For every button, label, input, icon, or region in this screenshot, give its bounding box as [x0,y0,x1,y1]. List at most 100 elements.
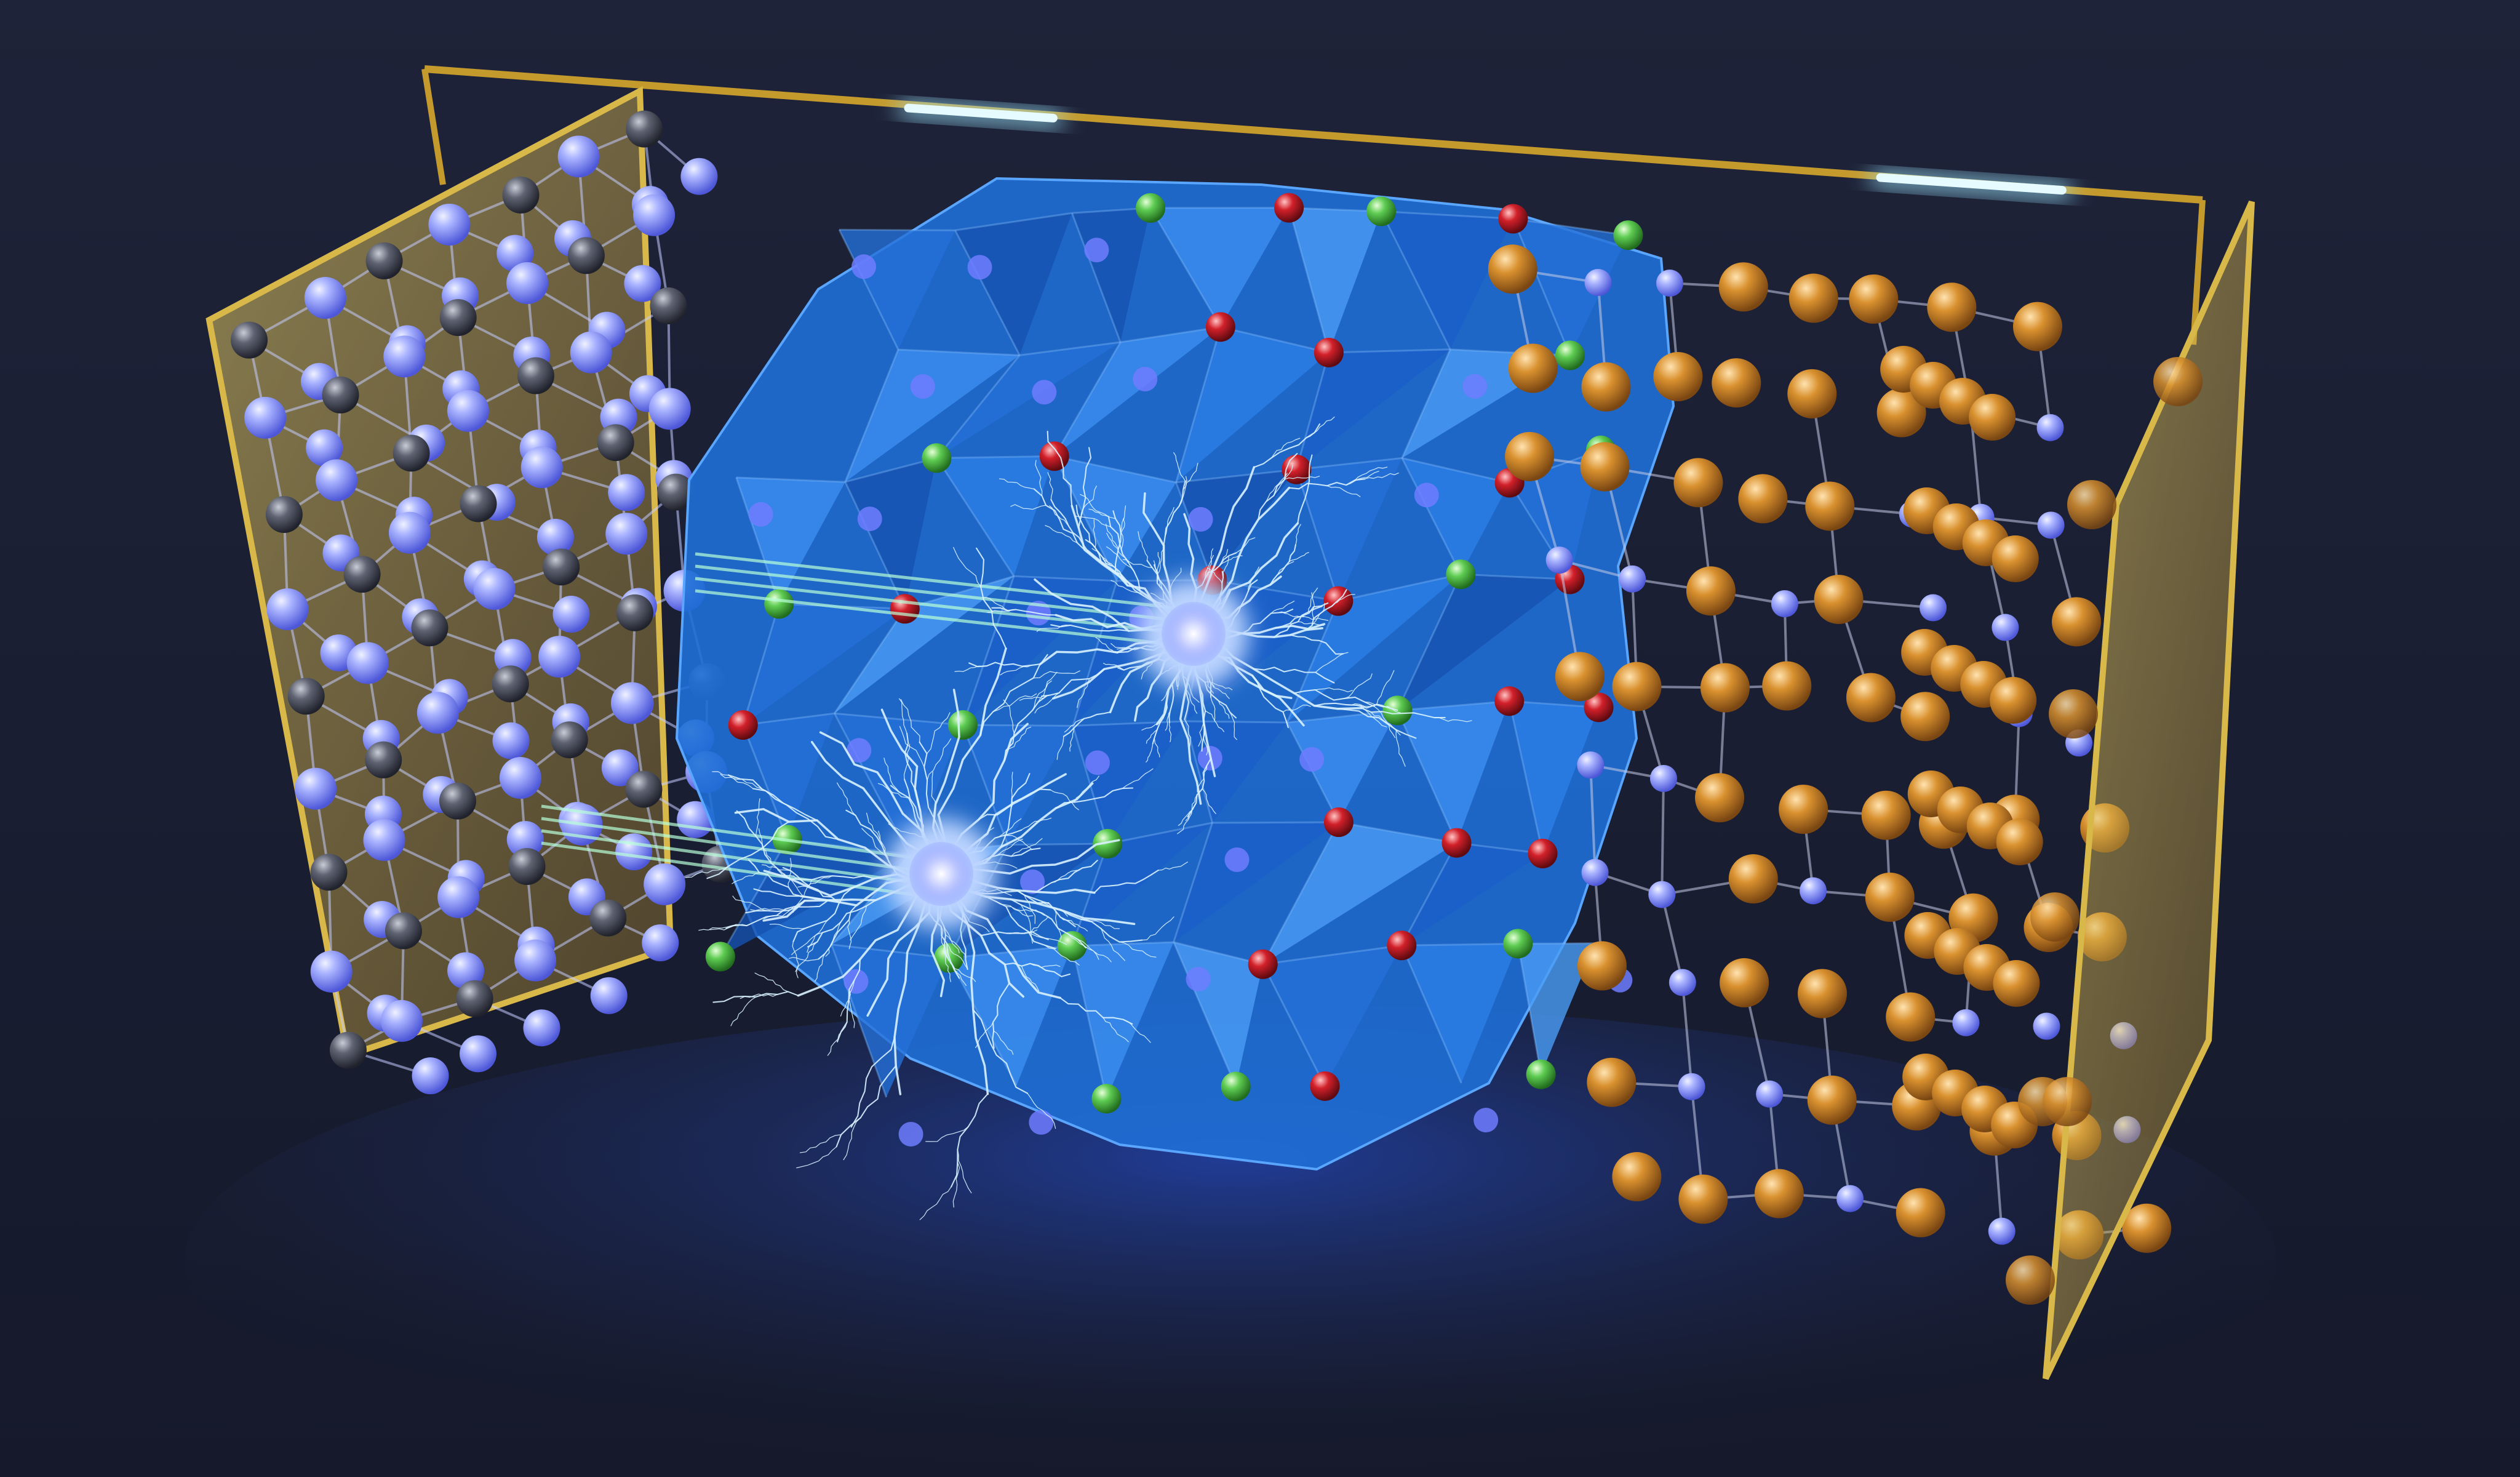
lightning-branch [847,919,852,950]
lightning-branch [972,1009,1028,1094]
lightning-branch [698,924,737,931]
lithium-ion [523,1009,560,1047]
lightning-branch [1059,997,1133,1025]
lightning-branch [1371,711,1401,736]
lightning-branch [877,783,911,799]
lithium-ion [557,135,600,178]
green-atom [1613,220,1643,250]
lightning-branch [982,597,1008,611]
lightning-branch [1241,609,1294,634]
green-atom [1136,193,1166,223]
lightning-branch [1093,870,1159,894]
orange-atom [1673,458,1723,508]
orange-atom [1990,677,2037,724]
lightning-branch [1433,717,1472,722]
lithium-ion [363,819,405,862]
red-atom [728,710,758,740]
lightning-branch [758,828,772,864]
lightning-branch [883,758,900,793]
lightning-branch [999,478,1035,490]
lightning-branch [1376,670,1395,705]
red-atom [1528,838,1558,868]
lightning-branch [1168,722,1172,743]
lightning-branch [1069,727,1075,752]
lightning-branch [1101,928,1126,961]
green-atom [947,710,978,740]
orange-atom [1555,652,1605,702]
orange-atom [1505,431,1555,481]
lightning-branch [1152,701,1168,745]
lightning-branch [797,875,833,888]
lightning-branch [685,865,730,878]
gray-atom [625,771,663,808]
lithium-ion [306,429,343,466]
lightning-branch [980,931,1049,940]
orange-atom [1797,969,1847,1019]
lightning-branch [946,943,968,969]
lithium-ion [1771,590,1798,618]
lithium-ion [244,396,287,439]
lightning-branch [1364,701,1401,713]
lithium-ion [316,459,358,502]
lightning-branch [1297,454,1313,524]
orange-atom [1686,566,1736,616]
gray-atom [543,548,580,586]
orange-atom [1807,1075,1857,1125]
lightning-branch [1005,726,1031,751]
lightning-branch [1374,706,1396,738]
orange-atom [1612,662,1662,711]
orange-atom [1728,854,1778,904]
lithium-ion [847,738,872,763]
red-atom [1248,949,1278,979]
lithium-ion [851,254,877,279]
lightning-branch [1307,587,1318,612]
lightning-branch [1271,438,1301,458]
green-atom [922,443,952,473]
lightning-branch [848,989,855,1028]
orange-atom [1738,474,1788,524]
lithium-ion [494,639,532,676]
green-atom [705,942,735,972]
lightning-branch [1036,624,1071,632]
orange-atom [1996,819,2043,865]
lithium-ion [644,863,686,905]
lightning-branch [957,1148,972,1193]
lightning-branch [992,982,1010,1049]
gray-atom [343,556,381,593]
gray-atom [365,242,403,279]
red-atom [1039,441,1069,471]
lightning-branch [1102,663,1125,671]
lightning-branch [1288,551,1309,562]
lightning-branch [788,857,792,888]
orange-atom [1805,481,1855,531]
orange-atom [1653,351,1703,401]
red-atom [1494,686,1525,716]
lightning-branch [926,712,951,755]
orange-atom [1762,661,1812,711]
lithium-ion [417,692,459,734]
lightning-branch [1045,525,1078,543]
ion-cores [886,578,1249,929]
green-atom [1366,196,1397,226]
lightning-branch [1032,680,1052,711]
lightning-branch [1298,621,1325,626]
lightning-branch [1253,666,1335,684]
lightning-branch [1080,919,1120,929]
lithium-ion [1656,270,1683,297]
lightning-branch [1077,939,1112,963]
orange-atom [1886,992,1936,1042]
lightning-branch [850,1036,896,1128]
lightning-branch [807,920,828,953]
lithium-ion [412,1057,449,1095]
orange-atom [1695,773,1745,823]
lightning-branch [1395,729,1406,767]
orange-atom [1720,958,1769,1007]
orange-atom [1992,535,2039,582]
gray-atom [231,321,268,359]
lithium-ion [680,158,718,195]
orange-atom [1581,362,1631,412]
orange-atom [1779,785,1828,835]
lightning-branch [1313,702,1398,711]
lithium-ion [1473,1108,1499,1133]
